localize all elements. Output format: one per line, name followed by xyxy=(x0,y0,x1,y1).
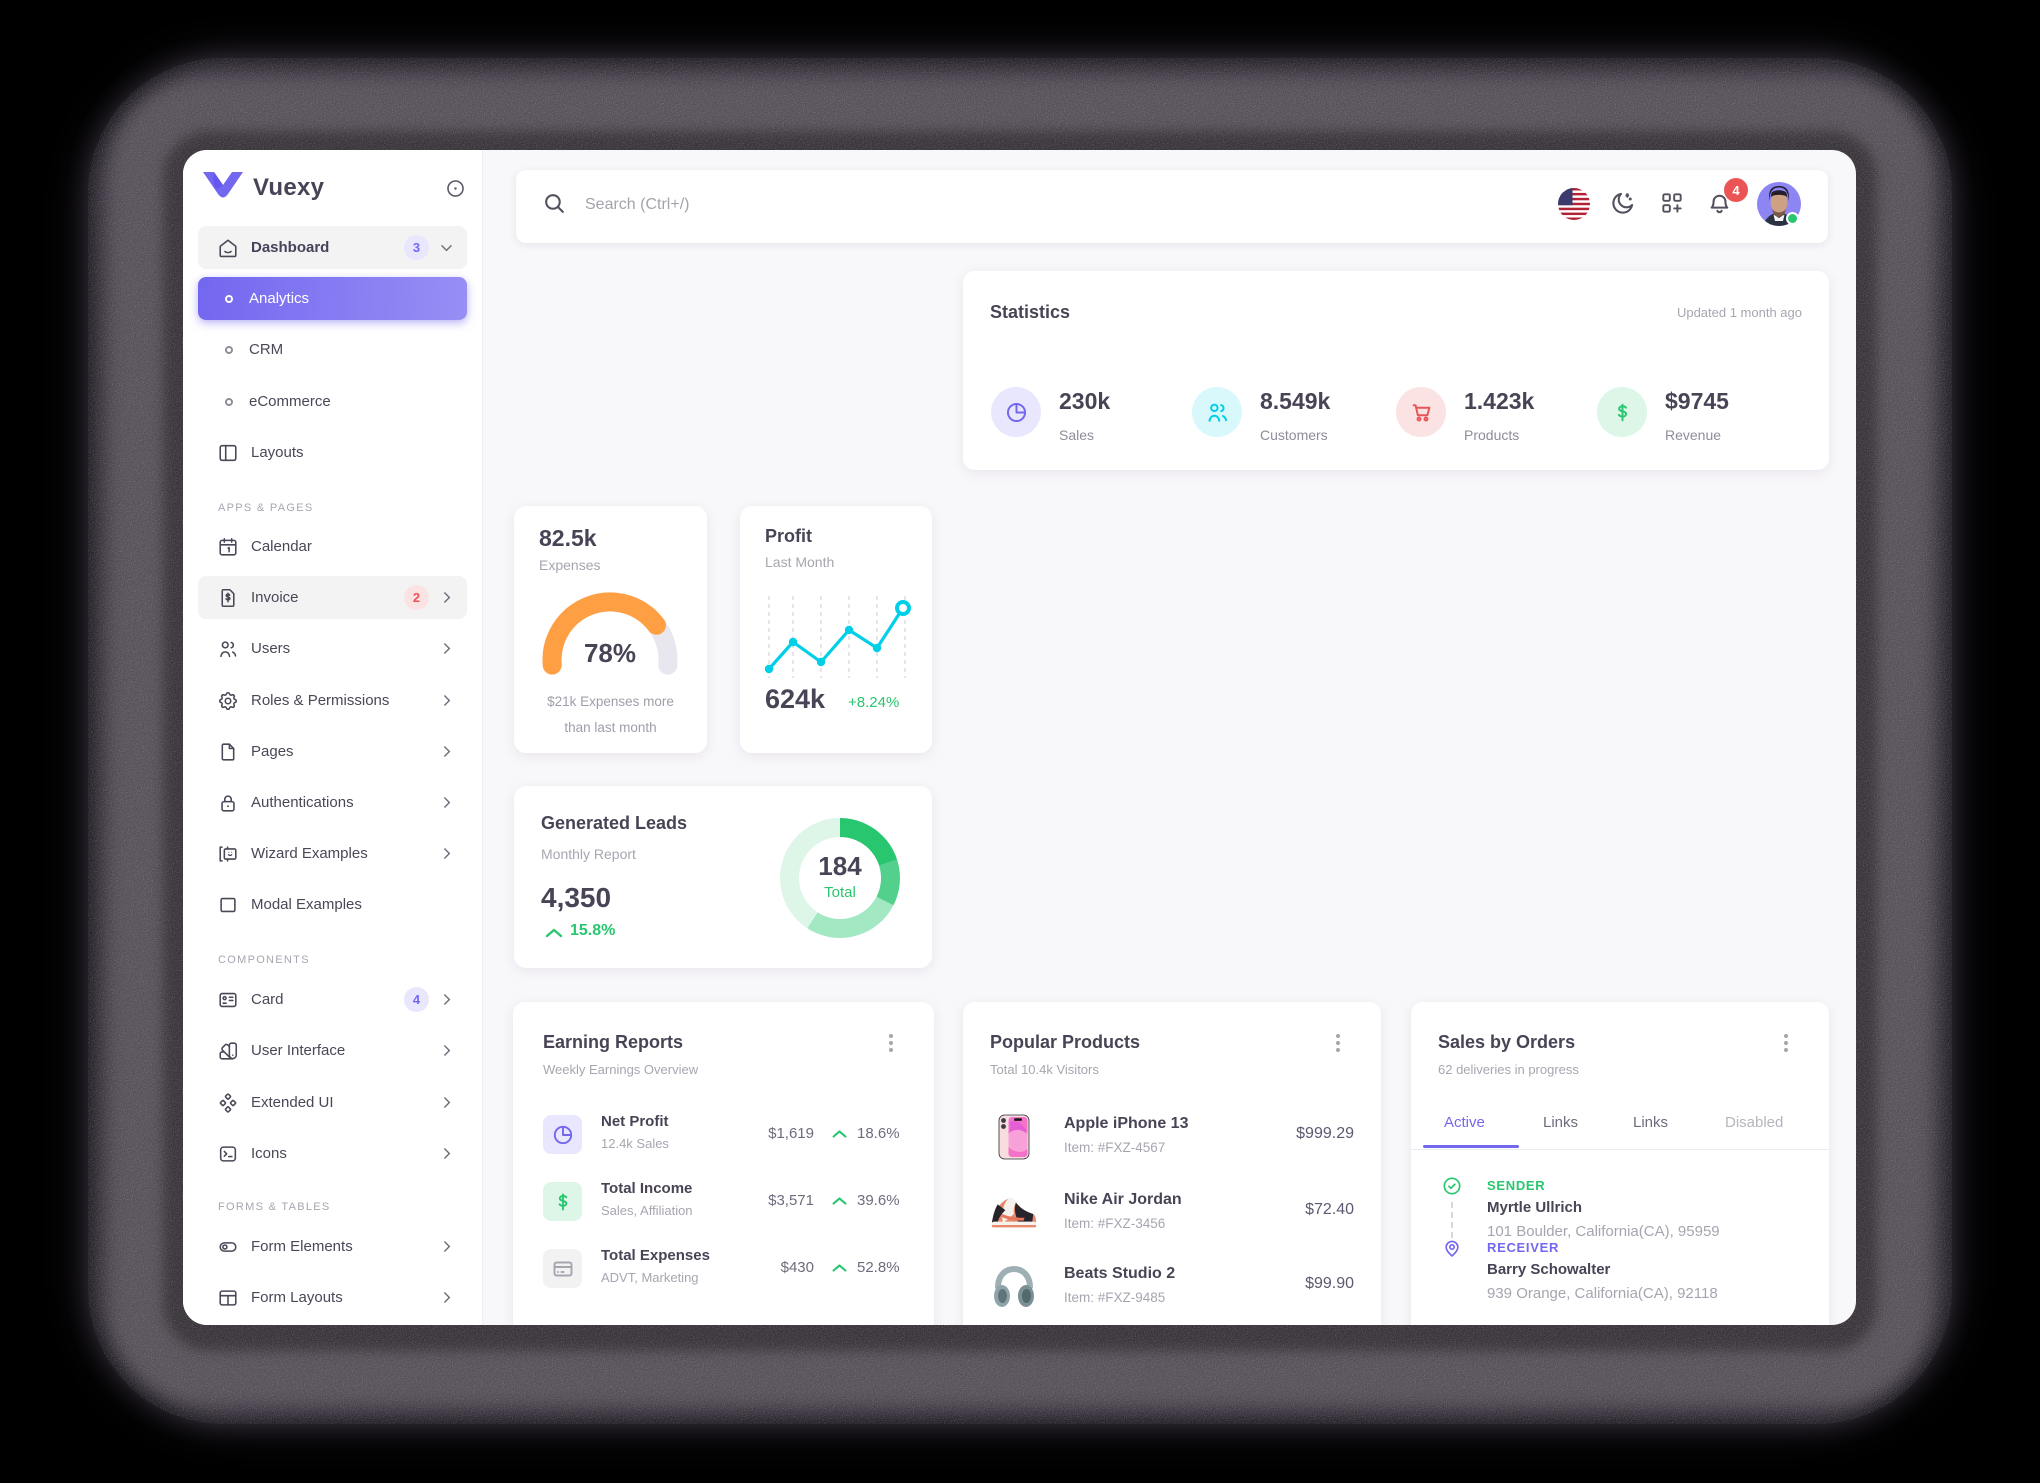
svg-text:78%: 78% xyxy=(584,638,636,668)
